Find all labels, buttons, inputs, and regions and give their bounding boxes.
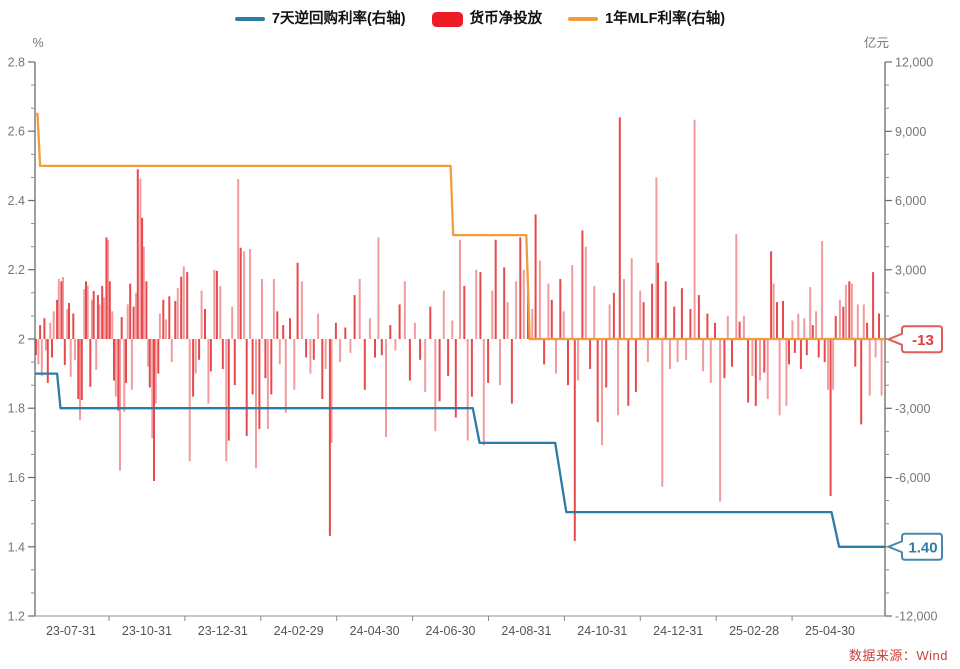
right-axis-tick-label: 9,000: [895, 125, 926, 139]
repo-rate-line: [35, 372, 885, 548]
right-axis-tick-label: -6,000: [895, 471, 930, 485]
legend: 7天逆回购利率(右轴) 货币净投放 1年MLF利率(右轴): [0, 7, 960, 31]
x-axis-tick-label: 24-06-30: [425, 624, 475, 638]
left-axis-tick-label: 2: [18, 333, 25, 347]
value-badge: [887, 532, 943, 561]
right-axis-tick-label: -3,000: [895, 402, 930, 416]
x-axis-tick-label: 23-07-31: [46, 624, 96, 638]
legend-line-swatch: [234, 17, 265, 21]
left-axis-unit: %: [32, 36, 43, 50]
x-axis-tick-label: 24-04-30: [350, 624, 400, 638]
legend-bar-swatch: [431, 11, 463, 27]
mlf-rate-line: [35, 112, 885, 341]
right-axis-tick-label: 12,000: [895, 56, 933, 70]
value-badge: [887, 325, 943, 354]
legend-line-swatch: [568, 17, 599, 21]
right-axis-tick-label: 6,000: [895, 194, 926, 208]
x-axis-tick-label: 24-02-29: [274, 624, 324, 638]
x-axis-tick-label: 23-10-31: [122, 624, 172, 638]
legend-label: 7天逆回购利率(右轴): [271, 10, 406, 27]
left-axis-tick-label: 2.6: [8, 125, 25, 139]
left-axis-tick-label: 2.2: [8, 263, 25, 277]
x-axis-tick-label: 24-12-31: [653, 624, 703, 638]
data-source: 数据来源：Wind: [848, 648, 948, 663]
right-axis-tick-label: 3,000: [895, 263, 926, 277]
legend-label: 1年MLF利率(右轴): [605, 10, 726, 27]
x-axis-tick-label: 25-04-30: [805, 624, 855, 638]
value-badge-label: 1.40: [908, 539, 937, 556]
right-axis-unit: 亿元: [864, 35, 889, 50]
legend-label: 货币净投放: [469, 10, 543, 27]
x-axis-tick-label: 24-08-31: [501, 624, 551, 638]
x-axis-tick-label: 23-12-31: [198, 624, 248, 638]
left-axis-tick-label: 1.6: [8, 471, 25, 485]
left-axis-tick-label: 2.4: [8, 194, 25, 208]
legend-item-2: 1年MLF利率(右轴): [568, 12, 725, 27]
left-axis-tick-label: 2.8: [8, 56, 25, 70]
left-axis-tick-label: 1.4: [8, 540, 25, 554]
x-axis-tick-label: 25-02-28: [729, 624, 779, 638]
x-axis-tick-label: 24-10-31: [577, 624, 627, 638]
left-axis-tick-label: 1.2: [8, 610, 25, 624]
legend-item-0: 7天逆回购利率(右轴): [234, 10, 406, 27]
right-axis-tick-label: -12,000: [895, 610, 937, 624]
legend-item-1: 货币净投放: [431, 10, 543, 27]
value-badge-label: -13: [912, 332, 934, 349]
left-axis-tick-label: 1.8: [8, 402, 25, 416]
